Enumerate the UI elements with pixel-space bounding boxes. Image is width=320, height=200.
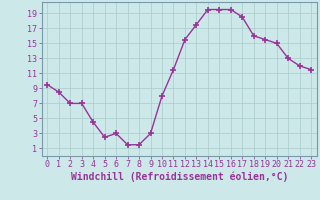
X-axis label: Windchill (Refroidissement éolien,°C): Windchill (Refroidissement éolien,°C) [70,172,288,182]
